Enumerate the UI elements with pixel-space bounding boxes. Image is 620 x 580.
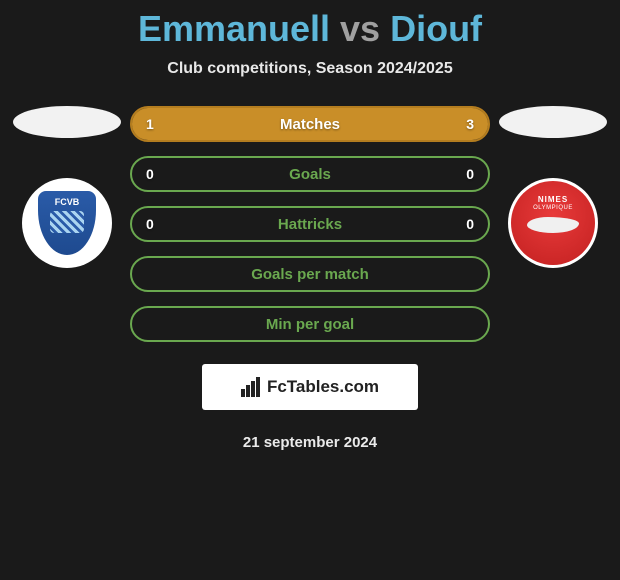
stat-label: Matches (280, 116, 340, 133)
club2-disc-icon: OLYMPIQUE (511, 181, 595, 265)
stat-row: 1 Matches 3 (130, 106, 490, 142)
infographic-container: Emmanuell vs Diouf Club competitions, Se… (0, 0, 620, 451)
stat-row: 0 Goals 0 (130, 156, 490, 192)
stat-label: Goals (289, 166, 331, 183)
left-column (12, 106, 122, 268)
stat-label: Goals per match (251, 266, 369, 283)
player2-name: Diouf (390, 8, 482, 49)
player1-name: Emmanuell (138, 8, 330, 49)
page-title: Emmanuell vs Diouf (0, 8, 620, 50)
subtitle: Club competitions, Season 2024/2025 (0, 60, 620, 78)
stat-value-left: 0 (146, 216, 154, 232)
brand-box: FcTables.com (202, 364, 418, 410)
player2-oval (499, 106, 607, 138)
main-row: 1 Matches 3 0 Goals 0 0 Hattricks 0 Goals per mat… (0, 106, 620, 342)
stat-row: Min per goal (130, 306, 490, 342)
stats-column: 1 Matches 3 0 Goals 0 0 Hattricks 0 Goals per mat… (130, 106, 490, 342)
stat-row: 0 Hattricks 0 (130, 206, 490, 242)
stat-value-right: 0 (466, 166, 474, 182)
club1-crest (22, 178, 112, 268)
stat-value-right: 3 (466, 116, 474, 132)
brand-text: FcTables.com (267, 377, 379, 397)
stat-value-left: 0 (146, 166, 154, 182)
club1-shield-icon (38, 191, 96, 255)
stat-label: Min per goal (266, 316, 354, 333)
stat-label: Hattricks (278, 216, 342, 233)
player1-oval (13, 106, 121, 138)
stat-value-left: 1 (146, 116, 154, 132)
bar-chart-icon (241, 377, 261, 397)
stat-fill-right (221, 108, 488, 140)
crocodile-icon (527, 217, 579, 233)
club2-crest: OLYMPIQUE (508, 178, 598, 268)
vs-text: vs (340, 8, 380, 49)
right-column: OLYMPIQUE (498, 106, 608, 268)
date-text: 21 september 2024 (0, 434, 620, 451)
stat-value-right: 0 (466, 216, 474, 232)
club2-sublabel: OLYMPIQUE (533, 205, 573, 211)
stat-row: Goals per match (130, 256, 490, 292)
